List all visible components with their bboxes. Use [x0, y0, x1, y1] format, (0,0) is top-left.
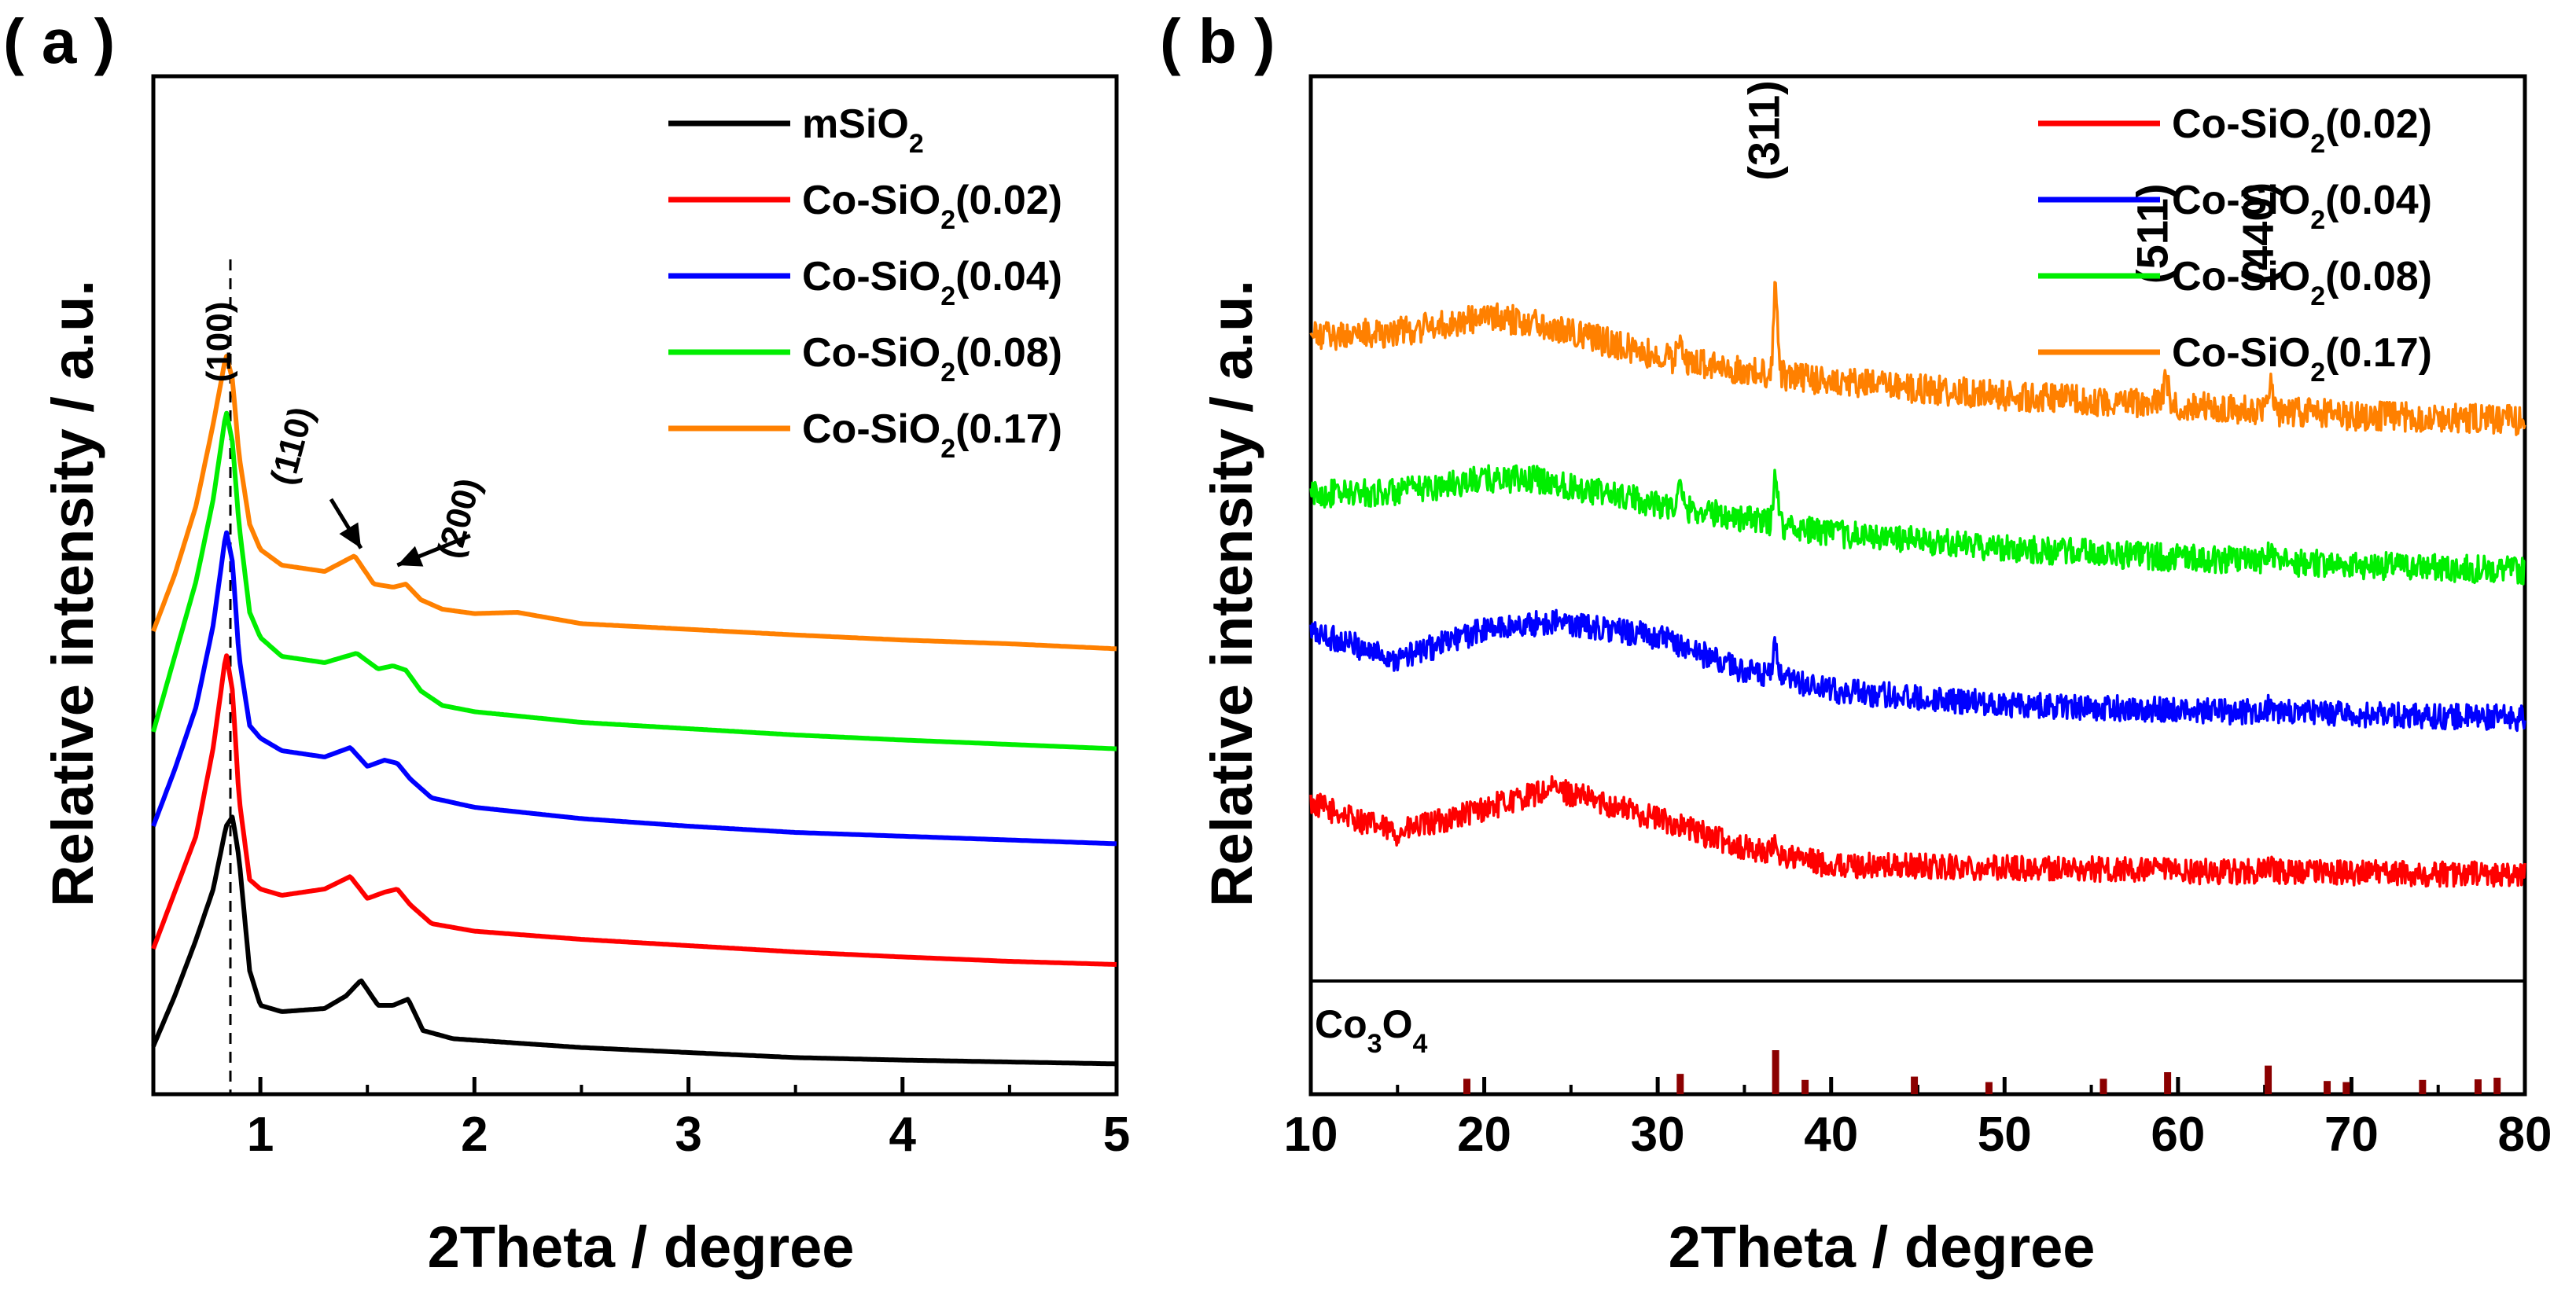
panel-a-annotations: (100)(110)(200)	[200, 302, 488, 568]
peak-label: (110)	[263, 402, 321, 489]
series-line-3	[151, 410, 1117, 751]
legend-entry-label: Co-SiO2(0.08)	[802, 330, 1062, 388]
x-tick-label: 20	[1457, 1108, 1511, 1162]
series-line-1	[1309, 608, 2526, 733]
series-line-0	[1309, 775, 2526, 888]
panel-b-plot-frame	[1308, 74, 2527, 1097]
legend-entry-label: Co-SiO2(0.17)	[802, 406, 1062, 464]
legend-entry-label: Co-SiO2(0.04)	[2172, 178, 2432, 235]
x-tick-label: 3	[675, 1108, 701, 1162]
x-tick-label: 10	[1284, 1108, 1338, 1162]
panel-b: ( b ) Relative intensity / a.u. 2Theta /…	[1160, 6, 2552, 1280]
legend-entry-label: Co-SiO2(0.02)	[802, 178, 1062, 235]
legend-entry-label: Co-SiO2(0.08)	[2172, 254, 2432, 311]
legend-entry-label: Co-SiO2(0.04)	[802, 254, 1062, 311]
x-tick-label: 80	[2498, 1108, 2552, 1162]
arrow-head	[339, 522, 362, 549]
panel-b-x-axis-label: 2Theta / degree	[1669, 1214, 2096, 1280]
x-tick-label: 4	[889, 1108, 917, 1162]
x-tick-label: 70	[2324, 1108, 2379, 1162]
x-tick-label: 60	[2151, 1108, 2205, 1162]
series-line-4	[151, 354, 1117, 652]
panel-b-annotations: (311)(511) (440)	[1739, 80, 2283, 285]
legend-entry-label: mSiO2	[802, 101, 924, 159]
x-tick-label: 5	[1103, 1108, 1130, 1162]
legend-entry-label: Co-SiO2(0.17)	[2172, 330, 2432, 388]
x-tick-label: 50	[1978, 1108, 2032, 1162]
panel-b-x-axis: 10 20 30 40 50 60 70 80	[1284, 1077, 2552, 1162]
panel-a-x-axis: 1 2 3 4 5	[247, 1077, 1130, 1162]
series-line-0	[151, 814, 1117, 1067]
panel-b-label: ( b )	[1160, 6, 1275, 76]
series-line-2	[1309, 464, 2526, 586]
arrow-head	[397, 546, 424, 567]
series-line-1	[151, 653, 1117, 967]
x-tick-label: 2	[461, 1108, 488, 1162]
panel-b-reference-pattern: Co3O4	[1315, 1002, 2501, 1094]
reference-label: Co3O4	[1315, 1002, 1427, 1059]
panel-b-series-group	[1309, 281, 2526, 888]
x-tick-label: 30	[1631, 1108, 1685, 1162]
panel-a-plot-frame	[151, 74, 1119, 1097]
panel-a-y-axis-label: Relative intensity / a.u.	[40, 280, 105, 907]
peak-label: (440)	[2233, 182, 2283, 285]
panel-b-y-axis-label: Relative intensity / a.u.	[1199, 280, 1264, 907]
peak-label: (311)	[1739, 80, 1789, 181]
x-tick-label: 40	[1804, 1108, 1858, 1162]
panel-a-series-group	[151, 354, 1117, 1067]
series-line-2	[151, 530, 1117, 847]
legend-entry-label: Co-SiO2(0.02)	[2172, 101, 2432, 159]
panel-a-x-axis-label: 2Theta / degree	[428, 1214, 855, 1280]
x-tick-label: 1	[247, 1108, 274, 1162]
panel-b-legend: Co-SiO2(0.02) Co-SiO2(0.04) Co-SiO2(0.08) C…	[2038, 101, 2432, 388]
panel-a: ( a ) Relative intensity / a.u. 2Theta /…	[3, 6, 1130, 1280]
panel-a-label: ( a )	[3, 6, 115, 76]
series-line-3	[1309, 281, 2526, 436]
peak-label: (100)	[200, 302, 238, 383]
panel-a-legend: mSiO2 Co-SiO2(0.02) Co-SiO2(0.04) Co-SiO2(0…	[668, 101, 1062, 464]
